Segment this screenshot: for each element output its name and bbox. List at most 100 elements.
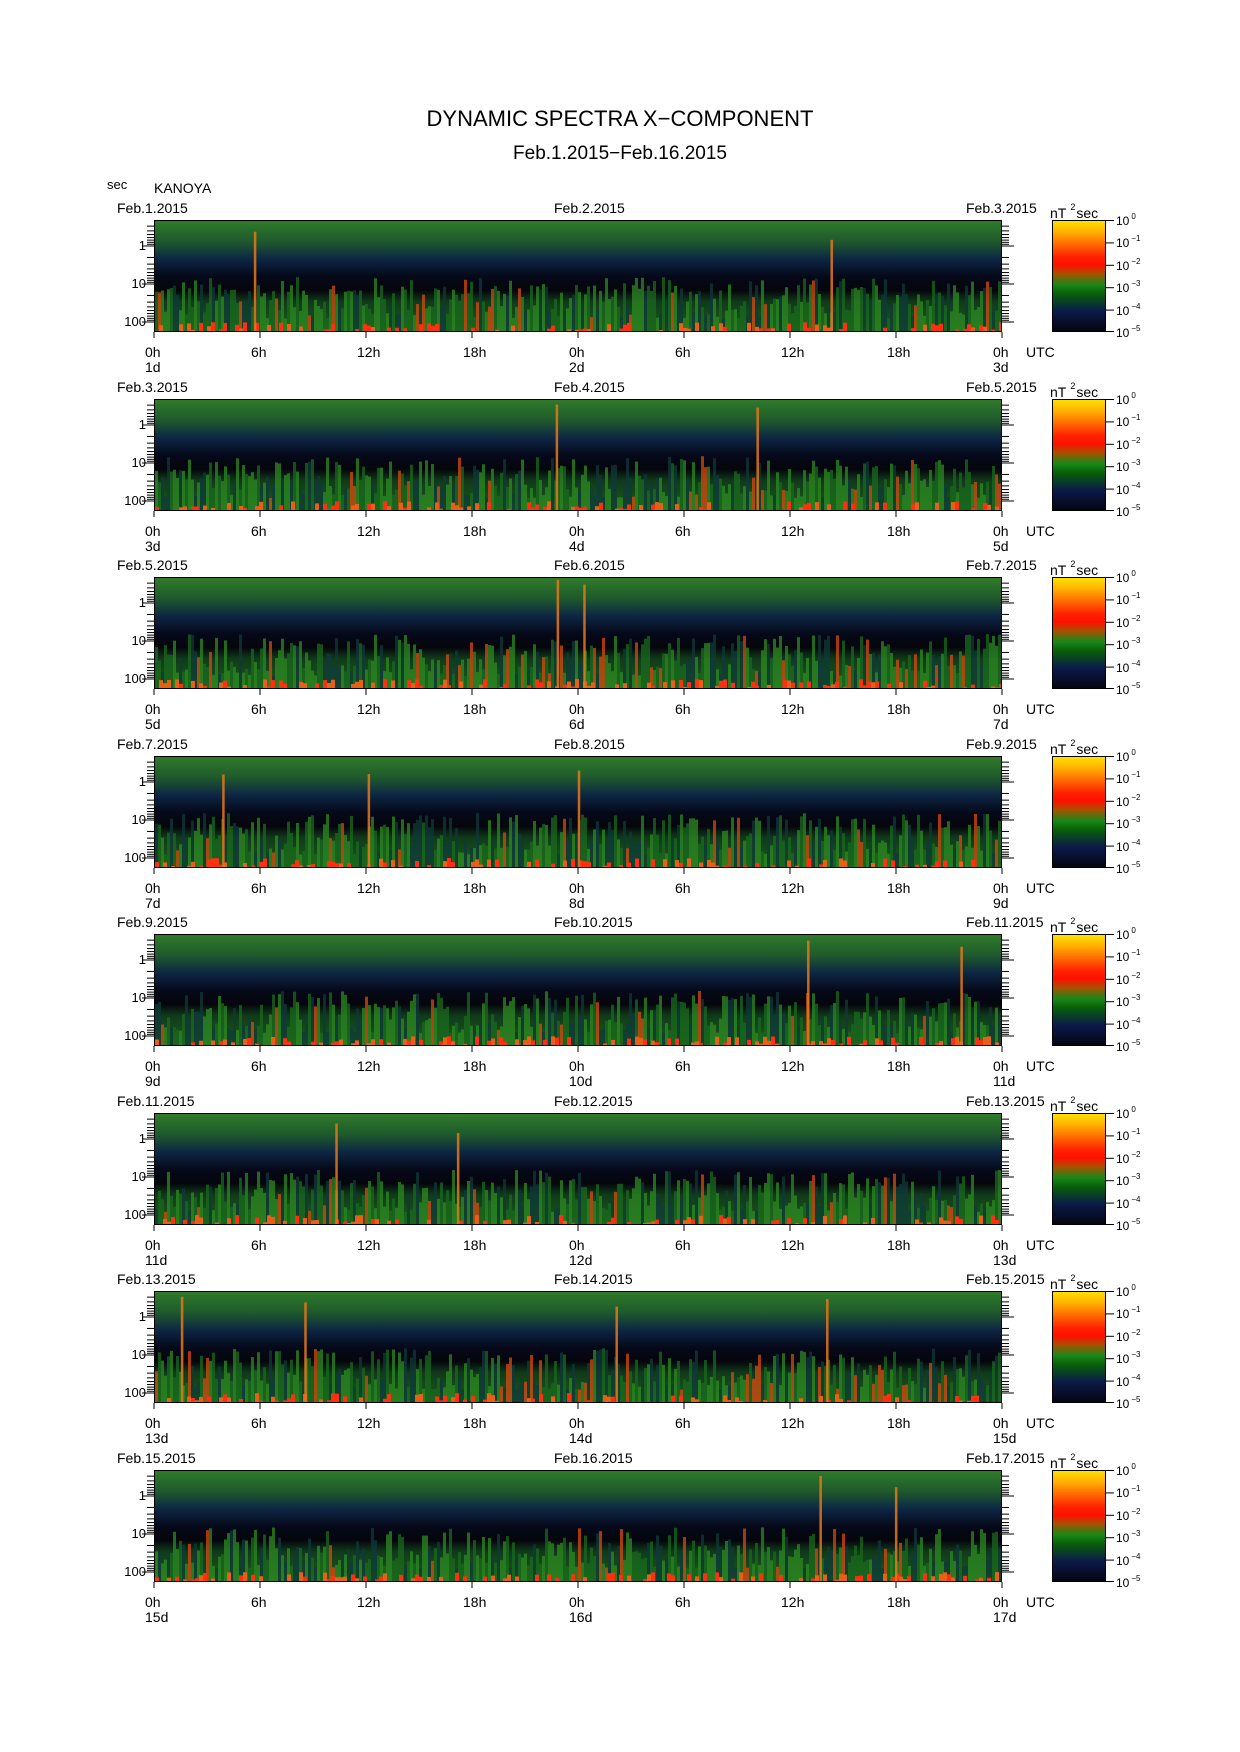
panel-left-date: Feb.11.2015 (117, 1093, 195, 1109)
panel-right-date: Feb.7.2015 (966, 557, 1037, 573)
x-tick-label: 6h (675, 701, 691, 717)
colorbar (1052, 756, 1106, 868)
colorbar-tick-base: 10 (1116, 1329, 1130, 1344)
x-tick-label: 12h (357, 1058, 381, 1074)
chart-subtitle: Feb.1.2015−Feb.16.2015 (513, 143, 727, 164)
colorbar-ticks (1106, 1470, 1114, 1582)
x-tick-label: 6h (251, 1237, 267, 1253)
spectra-panel: Feb.15.2015 Feb.16.2015 Feb.17.2015 nT 2sec 1… (0, 0, 1240, 1625)
x-tick-label: 0h (993, 880, 1009, 896)
colorbar-tick-exp: 0 (1131, 569, 1136, 578)
x-tick-label: 0h (569, 1058, 585, 1074)
spectrogram-image (155, 757, 1001, 867)
x-tick-label: 6h (675, 1594, 691, 1610)
y-tick-label: 10 (131, 990, 146, 1005)
colorbar-tick-label: 10 −2 (1116, 614, 1140, 630)
day-label: 15d (993, 1430, 1017, 1446)
panel-right-date: Feb.11.2015 (966, 914, 1044, 930)
x-axis-unit: UTC (1026, 1594, 1055, 1610)
x-tick-label: 0h (993, 701, 1009, 717)
day-label: 15d (145, 1609, 169, 1625)
x-tick-label: 12h (357, 523, 381, 539)
colorbar-tick-label: 10 0 (1116, 1105, 1136, 1121)
day-label: 4d (569, 538, 585, 554)
x-tick-label: 6h (251, 344, 267, 360)
axis-ticks (142, 761, 1014, 874)
colorbar-tick-exp: −2 (1131, 256, 1141, 266)
colorbar-tick-base: 10 (1116, 1040, 1130, 1054)
colorbar-tick-label: 10 −4 (1116, 302, 1140, 318)
colorbar-tick-label: 10 −4 (1116, 659, 1140, 675)
colorbar (1052, 577, 1106, 689)
colorbar-tick-base: 10 (1116, 1151, 1130, 1166)
axis-ticks (142, 225, 1014, 338)
spectrogram-image (155, 1114, 1001, 1224)
day-label: 11d (145, 1252, 168, 1268)
x-tick-label: 12h (781, 880, 805, 896)
x-tick-label: 12h (357, 701, 381, 717)
colorbar-unit: nT (1050, 205, 1067, 221)
colorbar-unit: nT (1050, 384, 1067, 400)
x-tick-label: 0h (569, 1237, 585, 1253)
x-tick-label: 18h (887, 701, 911, 717)
x-tick-label: 6h (675, 1415, 691, 1431)
colorbar-tick-exp: −4 (1131, 1372, 1141, 1382)
panel-left-date: Feb.15.2015 (117, 1450, 196, 1466)
x-tick-label: 0h (145, 523, 161, 539)
colorbar-tick-base: 10 (1116, 1576, 1130, 1590)
spectrogram-image (155, 578, 1001, 688)
colorbar-ticks (1106, 1291, 1114, 1403)
colorbar-tick-base: 10 (1116, 326, 1130, 340)
colorbar-tick-label: 10 0 (1116, 748, 1136, 764)
y-tick-label: 100 (124, 850, 146, 865)
colorbar (1052, 934, 1106, 1046)
colorbar-tick-label: 10 −3 (1116, 458, 1140, 474)
colorbar-tick-label: 10 −4 (1116, 481, 1140, 497)
colorbar-unit-label: nT 2sec (1050, 1452, 1098, 1471)
colorbar-tick-label: 10 −5 (1116, 1217, 1140, 1233)
day-label: 11d (993, 1073, 1016, 1089)
x-tick-label: 0h (569, 701, 585, 717)
colorbar-tick-exp: 0 (1131, 926, 1136, 935)
spectra-panel: Feb.7.2015Feb.8.2015Feb.9.2015nT2sec1101… (0, 0, 1240, 911)
x-axis-unit: UTC (1026, 880, 1055, 896)
colorbar-tick-exp: −3 (1131, 458, 1141, 468)
panel-mid-date: Feb.8.2015 (554, 736, 625, 752)
colorbar-tick-base: 10 (1116, 750, 1130, 764)
colorbar-tick-exp: −2 (1131, 1327, 1141, 1337)
colorbar-tick-label: 10 −4 (1116, 838, 1140, 854)
spectrogram-plot (154, 577, 1002, 689)
colorbar-tick-label: 10 −2 (1116, 1328, 1140, 1344)
spectrogram-plot (154, 756, 1002, 868)
spectra-panel: Feb.13.2015 Feb.14.2015 Feb.15.2015 nT 2sec 1… (0, 0, 1240, 1446)
colorbar-tick-base: 10 (1116, 995, 1130, 1010)
colorbar-tick-base: 10 (1116, 1129, 1130, 1144)
colorbar-tick-base: 10 (1116, 1486, 1130, 1501)
x-axis-unit: UTC (1026, 1415, 1055, 1431)
x-tick-label: 6h (251, 1415, 267, 1431)
colorbar-unit-label: nT 2sec (1050, 916, 1098, 935)
panel-left-date: Feb.9.2015 (117, 914, 188, 930)
colorbar-tick-label: 10 −1 (1116, 770, 1140, 786)
colorbar-tick-base: 10 (1116, 303, 1130, 318)
colorbar-tick-exp: −5 (1131, 1038, 1141, 1047)
day-label: 2d (569, 359, 585, 375)
x-tick-label: 0h (993, 1415, 1009, 1431)
colorbar-tick-label: 10 −5 (1116, 860, 1140, 876)
colorbar-tick-base: 10 (1116, 1374, 1130, 1389)
day-label: 13d (145, 1430, 169, 1446)
panel-left-date: Feb.7.2015 (117, 736, 188, 752)
day-label: 7d (993, 716, 1009, 732)
x-axis-unit: UTC (1026, 523, 1055, 539)
colorbar-tick-base: 10 (1116, 1531, 1130, 1546)
colorbar-tick-base: 10 (1116, 972, 1130, 987)
colorbar-tick-label: 10 0 (1116, 391, 1136, 407)
panel-mid-date: Feb.2.2015 (554, 200, 625, 216)
y-axis-unit: sec (107, 177, 128, 192)
colorbar-tick-exp: −4 (1131, 837, 1141, 847)
colorbar-tick-label: 10 −1 (1116, 948, 1140, 964)
colorbar-tick-base: 10 (1116, 393, 1130, 407)
colorbar (1052, 220, 1106, 332)
x-tick-label: 6h (251, 701, 267, 717)
colorbar-tick-base: 10 (1116, 772, 1130, 787)
